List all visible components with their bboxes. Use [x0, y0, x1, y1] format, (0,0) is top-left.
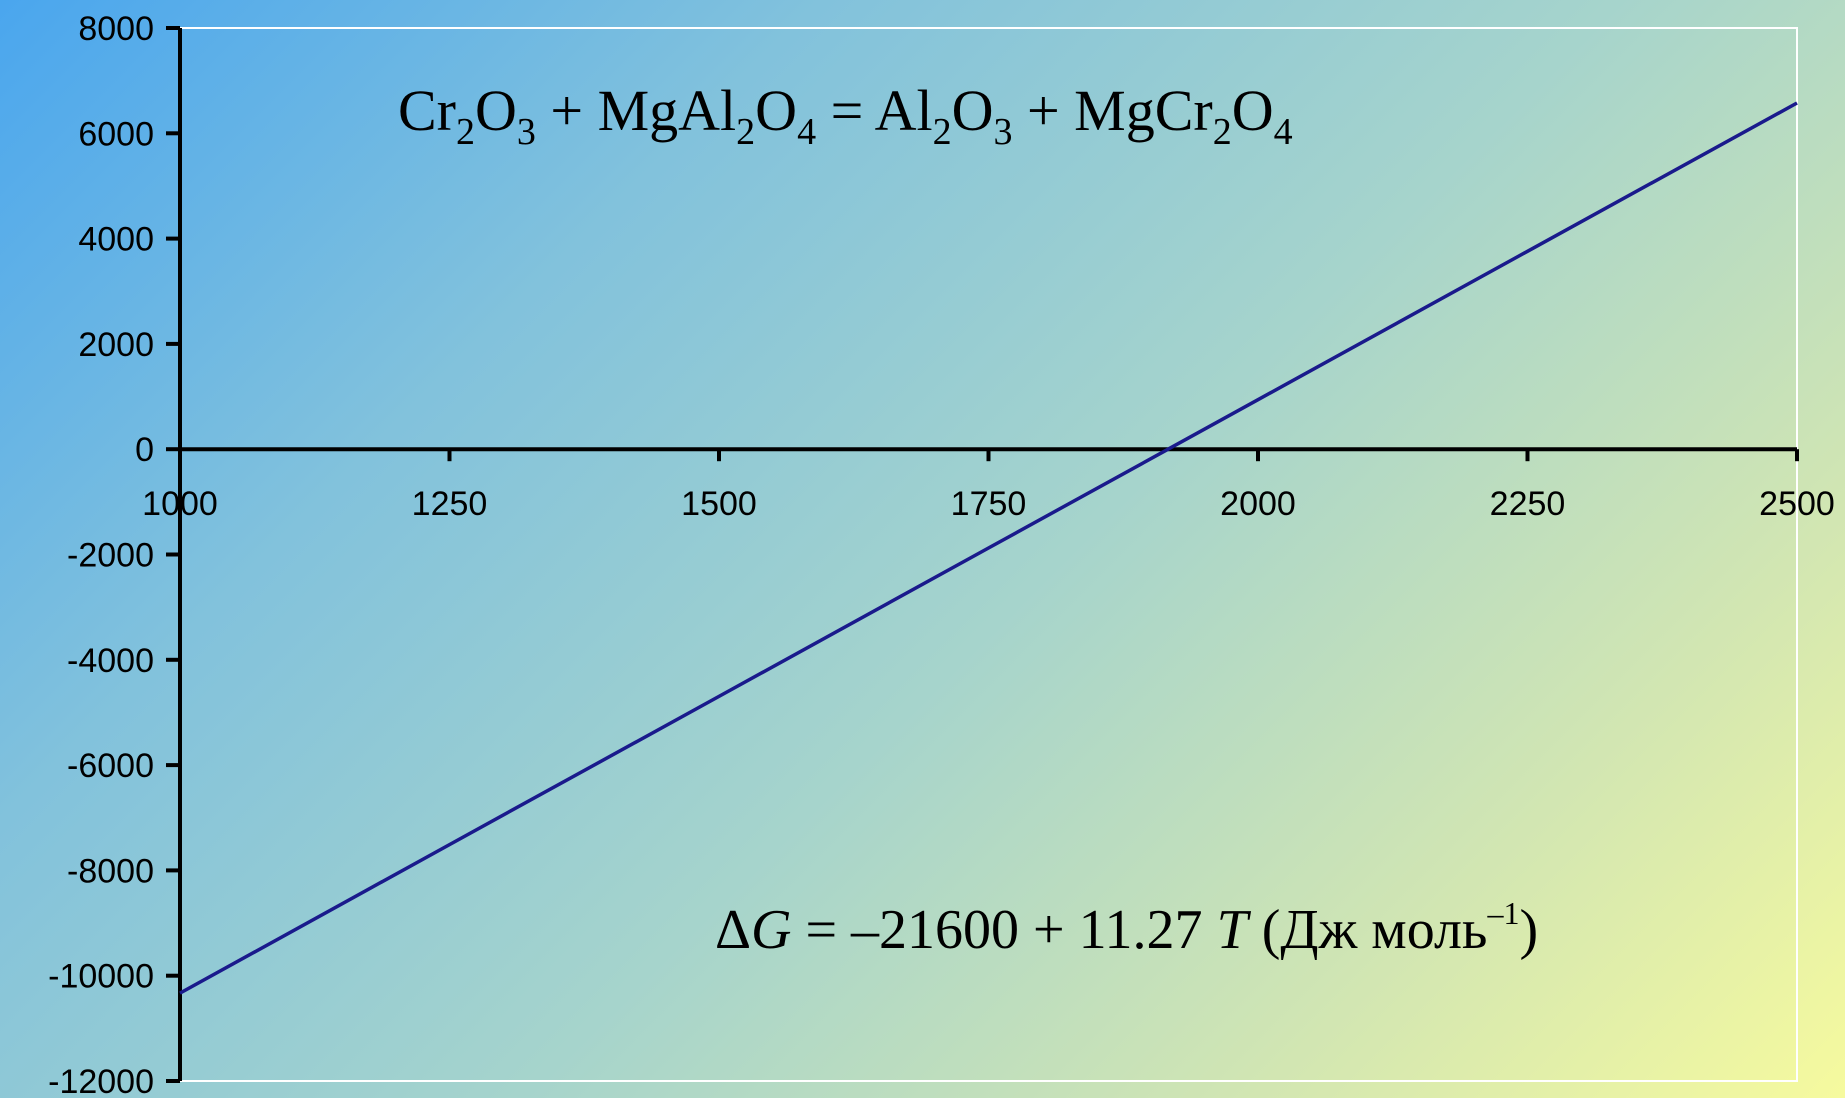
reaction-text: O	[952, 78, 994, 143]
reaction-equation: Cr2O3 + MgAl2O4 = Al2O3 + MgCr2O4	[398, 78, 1293, 153]
series-layer	[179, 101, 1798, 995]
series-line	[179, 101, 1798, 995]
reaction-text: Cr	[398, 78, 456, 143]
reaction-subscript: 4	[1274, 111, 1293, 153]
x-tick-label: 1500	[681, 485, 757, 523]
equation-body: = –21600 + 11.27	[791, 899, 1216, 961]
x-tick-label: 1750	[951, 485, 1027, 523]
delta-g-equation: ΔG = –21600 + 11.27 T (Дж моль–1)	[715, 895, 1538, 961]
reaction-subscript: 3	[517, 111, 536, 153]
y-tick-label: -4000	[67, 642, 154, 680]
reaction-subscript: 2	[1213, 111, 1232, 153]
x-tick-label: 1250	[412, 485, 488, 523]
reaction-subscript: 2	[736, 111, 755, 153]
y-tick-label: -10000	[48, 958, 154, 996]
y-tick-label: 8000	[78, 10, 154, 48]
reaction-text: O	[755, 78, 797, 143]
g-symbol: G	[751, 899, 791, 961]
reaction-text: + MgAl	[536, 78, 736, 143]
delta-symbol: Δ	[715, 899, 751, 961]
reaction-subscript: 2	[933, 111, 952, 153]
t-symbol: T	[1217, 899, 1252, 961]
reaction-subscript: 4	[797, 111, 816, 153]
y-tick-label: -8000	[67, 852, 154, 890]
x-tick-label: 2000	[1220, 485, 1296, 523]
reaction-text: + MgCr	[1012, 78, 1212, 143]
y-tick-label: 6000	[78, 115, 154, 153]
y-tick-label: 4000	[78, 221, 154, 259]
axes	[166, 26, 1799, 1083]
x-tick-label: 2250	[1490, 485, 1566, 523]
y-tick-label: -2000	[67, 537, 154, 575]
y-tick-label: -12000	[48, 1063, 154, 1098]
x-tick-label: 1000	[142, 485, 218, 523]
reaction-text: O	[1232, 78, 1274, 143]
x-tick-label: 2500	[1759, 485, 1835, 523]
reaction-text: O	[475, 78, 517, 143]
reaction-text: = Al	[816, 78, 933, 143]
reaction-subscript: 2	[456, 111, 475, 153]
tick-labels: 8000 6000 4000 2000 0 -2000 -4000 -6000 -8000 -10…	[48, 10, 1835, 1098]
reaction-subscript: 3	[993, 111, 1012, 153]
y-tick-label: -6000	[67, 747, 154, 785]
y-tick-label: 2000	[78, 326, 154, 364]
equation-close: )	[1519, 899, 1538, 961]
unit-exponent: –1	[1486, 895, 1519, 931]
equation-unit: (Дж моль	[1248, 899, 1488, 961]
y-tick-label: 0	[135, 431, 154, 469]
